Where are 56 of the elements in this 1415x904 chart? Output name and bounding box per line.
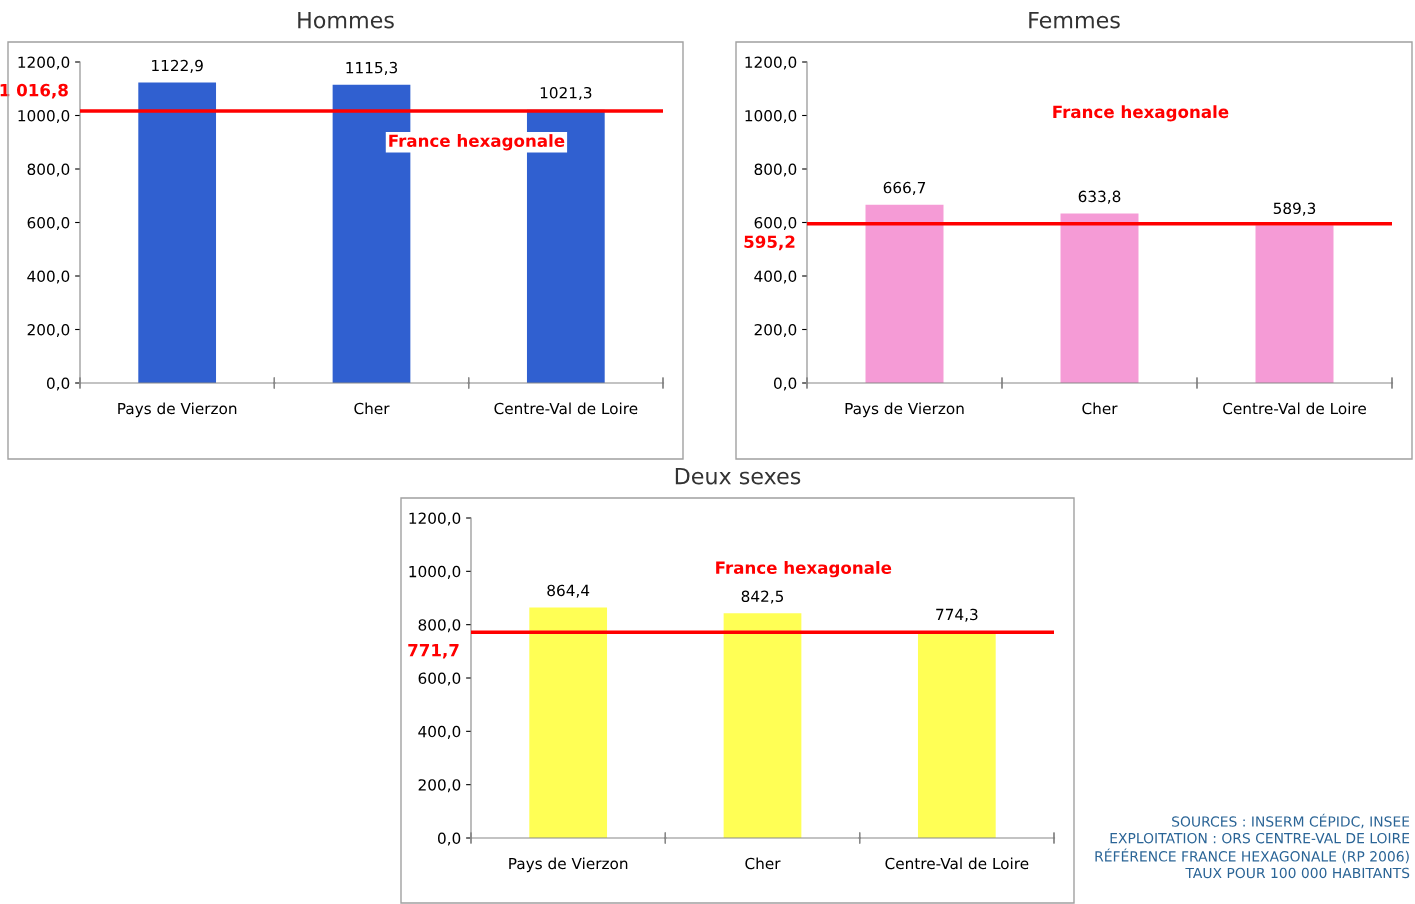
text: 1115,3 [346,61,397,75]
y-tick-label: 800,0 [754,163,797,177]
y-tick-label: 600,0 [418,672,461,686]
bar [865,204,944,383]
text: 1122,9 [152,59,203,73]
y-tick-label: 600,0 [27,216,70,231]
y-tick-label: 400,0 [27,270,70,284]
x-tick-label: Centre-Val de Loire [1223,402,1366,415]
y-tick-label: 800,0 [418,619,461,633]
bar [138,82,217,383]
bar [1255,225,1334,383]
x-tick-label: Cher [745,857,781,870]
bar [723,613,802,838]
text: 1 016,8 [0,83,68,99]
x-tick-label: Cher [354,402,390,415]
y-tick-label: 200,0 [754,323,797,338]
y-tick-label: 200,0 [27,323,70,338]
source-note: SOURCES : INSERM CÉPIDC, INSEE EXPLOITATION : ORS CENTRE-VAL DE LOIRE RÉFÉRENCE FRANCE HEXAGONALE (RP 2006) TAUX POUR 100 000 HABITANTS [1095,813,1410,879]
y-tick-label: 1200,0 [18,56,70,70]
chart-title: Deux sexes [675,467,801,485]
x-tick-label: Centre-Val de Loire [885,857,1029,870]
y-tick-label: 800,0 [27,163,70,177]
bar [1060,213,1139,383]
y-tick-label: 1200,0 [745,56,797,70]
ref-line-label: France hexagonale [1053,105,1229,122]
text: 595,2 [744,235,795,251]
y-tick-label: 400,0 [754,270,797,284]
y-tick-label: 0,0 [437,832,461,846]
x-tick-label: Pays de Vierzon [118,402,237,418]
bar [529,607,608,838]
text: 774,3 [936,608,978,622]
y-tick-label: 0,0 [773,377,797,391]
text: 771,7 [408,644,459,659]
y-tick-label: 1200,0 [409,512,461,526]
text: 864,4 [547,584,590,598]
x-tick-label: Cher [1082,402,1118,415]
y-tick-label: 400,0 [418,725,461,739]
ref-line-label: France hexagonale [389,134,565,151]
text: 1021,3 [540,86,592,101]
chart-title: Femmes [1029,11,1120,29]
text: 633,8 [1078,190,1121,204]
text: 666,7 [883,181,926,195]
bar [917,631,996,838]
text: 842,5 [741,590,784,604]
text: 589,3 [1273,202,1316,216]
chart-title: Hommes [298,11,394,29]
y-tick-label: 1000,0 [18,109,70,124]
x-tick-label: Centre-Val de Loire [494,402,638,415]
ref-line-label: France hexagonale [716,561,892,578]
y-tick-label: 1000,0 [409,565,461,579]
y-tick-label: 200,0 [418,779,461,793]
x-tick-label: Pays de Vierzon [845,402,964,418]
x-tick-label: Pays de Vierzon [509,857,628,873]
y-tick-label: 0,0 [46,377,70,391]
y-tick-label: 600,0 [754,216,797,231]
y-tick-label: 1000,0 [745,109,797,124]
